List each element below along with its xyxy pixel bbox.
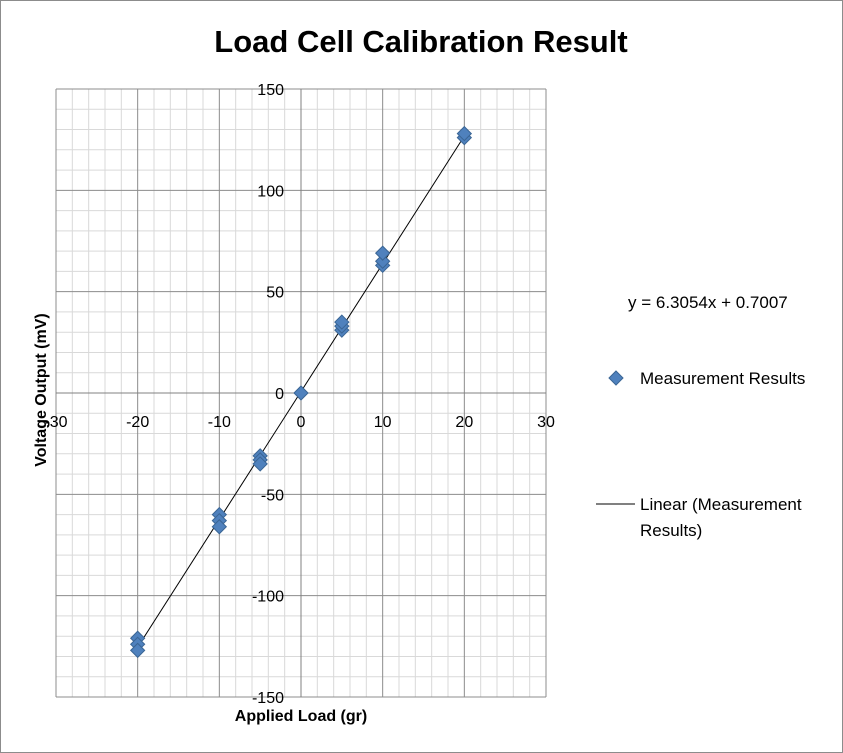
data-point <box>456 125 473 142</box>
data-point <box>129 642 146 659</box>
y-axis-title: Voltage Output (mV) <box>33 313 50 466</box>
data-point <box>374 245 391 261</box>
x-tick-label: -30 <box>44 414 67 431</box>
x-tick-label: 10 <box>374 414 392 431</box>
data-point <box>293 385 309 401</box>
x-tick-label: 30 <box>537 414 555 431</box>
y-tick-label: -50 <box>261 487 284 504</box>
legend-marker-diamond <box>608 370 624 386</box>
y-tick-label: 150 <box>257 82 284 99</box>
x-tick-label: -20 <box>126 414 149 431</box>
trendline-equation: y = 6.3054x + 0.7007 <box>628 293 788 312</box>
data-point <box>252 456 268 472</box>
x-tick-label: 20 <box>455 414 473 431</box>
y-tick-label: 100 <box>257 183 284 200</box>
legend-label-linear-line2: Results) <box>640 521 702 540</box>
data-point <box>374 253 391 269</box>
chart-title: Load Cell Calibration Result <box>214 24 627 59</box>
legend: Measurement Results Linear (Measurement … <box>596 369 805 540</box>
x-tick-label: -10 <box>208 414 231 431</box>
x-axis-title: Applied Load (gr) <box>235 708 367 725</box>
legend-label-measurements: Measurement Results <box>640 369 805 388</box>
y-tick-label: 0 <box>275 386 284 403</box>
data-points <box>129 125 473 659</box>
y-tick-label: -150 <box>252 690 284 707</box>
y-tick-label: -100 <box>252 589 284 606</box>
x-tick-label: 0 <box>297 414 306 431</box>
data-point <box>211 519 228 535</box>
legend-label-linear-line1: Linear (Measurement <box>640 495 802 514</box>
data-point <box>334 314 350 330</box>
y-tick-label: 50 <box>266 285 284 302</box>
